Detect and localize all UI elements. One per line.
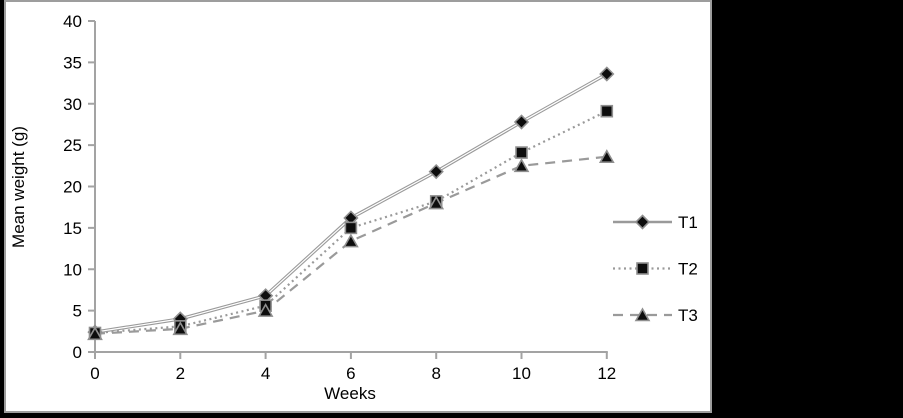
y-tick-label: 20 bbox=[63, 178, 82, 197]
legend-marker-t3 bbox=[634, 307, 651, 322]
data-point-t3-week-0 bbox=[87, 326, 103, 341]
data-point-t3-week-4 bbox=[257, 302, 274, 317]
legend-label-t3: T3 bbox=[678, 306, 698, 325]
x-tick-label: 6 bbox=[346, 364, 355, 383]
legend-marker-t1 bbox=[634, 214, 651, 230]
y-axis-title: Mean weight (g) bbox=[9, 126, 28, 248]
legend-label-t1: T1 bbox=[678, 213, 698, 232]
y-tick-label: 10 bbox=[63, 260, 82, 279]
data-point-t2-week-12 bbox=[600, 104, 614, 118]
data-point-t1-week-12 bbox=[599, 66, 615, 82]
x-tick-label: 8 bbox=[431, 364, 440, 383]
chart-panel: Mean weight (g) Weeks 0 5 10 15 20 25 30 35 40 0 2… bbox=[4, 0, 712, 413]
legend-marker-t2 bbox=[636, 262, 649, 275]
y-tick-label: 35 bbox=[63, 53, 82, 72]
y-tick-label: 25 bbox=[63, 136, 82, 155]
y-tick-label: 30 bbox=[63, 95, 82, 114]
x-tick-label: 4 bbox=[261, 364, 270, 383]
data-point-t3-week-8 bbox=[428, 195, 445, 210]
x-tick-label: 12 bbox=[597, 364, 616, 383]
plot-area: 0 5 10 15 20 25 30 35 40 0 2 4 6 8 10 12 T1 T2 T3 bbox=[63, 12, 698, 383]
growth-line-chart: Mean weight (g) Weeks 0 5 10 15 20 25 30 35 40 0 2… bbox=[9, 12, 698, 403]
y-tick-label: 40 bbox=[63, 12, 82, 31]
legend-label-t2: T2 bbox=[678, 260, 698, 279]
data-point-t3-week-10 bbox=[513, 158, 530, 173]
series-line-t1 bbox=[94, 72, 608, 334]
x-tick-label: 10 bbox=[512, 364, 531, 383]
data-point-t3-week-6 bbox=[343, 233, 359, 248]
data-point-t1-week-8 bbox=[428, 163, 444, 180]
series-line-core-t1 bbox=[94, 73, 608, 333]
data-point-t2-week-6 bbox=[344, 221, 358, 235]
data-point-t2-week-10 bbox=[515, 146, 528, 159]
x-tick-label: 2 bbox=[176, 364, 185, 383]
data-point-t3-week-12 bbox=[598, 149, 615, 164]
data-point-t1-week-10 bbox=[513, 114, 530, 130]
y-tick-label: 5 bbox=[73, 302, 82, 321]
data-point-t3-week-2 bbox=[172, 321, 189, 336]
x-tick-label: 0 bbox=[90, 364, 99, 383]
y-tick-label: 15 bbox=[63, 219, 82, 238]
y-tick-label: 0 bbox=[73, 343, 82, 362]
x-axis-title: Weeks bbox=[324, 384, 376, 403]
